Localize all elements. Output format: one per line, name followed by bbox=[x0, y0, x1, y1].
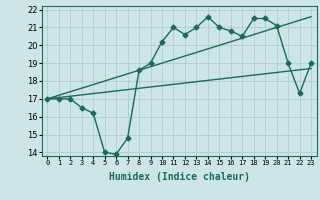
X-axis label: Humidex (Indice chaleur): Humidex (Indice chaleur) bbox=[109, 172, 250, 182]
